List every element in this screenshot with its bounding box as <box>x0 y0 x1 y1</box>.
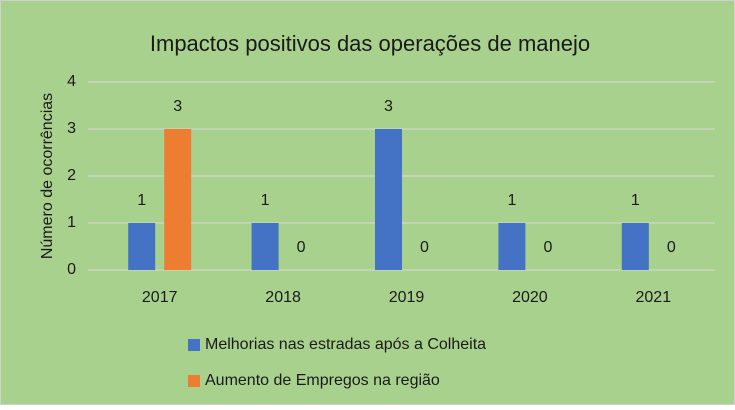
bar <box>251 223 279 270</box>
data-label: 0 <box>667 239 676 256</box>
bar <box>375 129 402 270</box>
legend-label: Melhorias nas estradas após a Colheita <box>205 336 486 353</box>
bar <box>128 223 156 270</box>
data-label: 1 <box>261 192 270 209</box>
y-tick-label: 0 <box>67 261 76 278</box>
x-tick-label: 2021 <box>636 289 672 306</box>
x-tick-label: 2017 <box>142 289 178 306</box>
bar <box>164 129 192 270</box>
bar <box>498 223 526 270</box>
y-tick-label: 2 <box>67 167 76 184</box>
legend-swatch <box>188 339 200 351</box>
y-tick-label: 3 <box>67 120 76 137</box>
data-label: 3 <box>384 98 393 115</box>
x-tick-label: 2019 <box>389 289 425 306</box>
data-label: 1 <box>137 192 146 209</box>
legend-label: Aumento de Empregos na região <box>205 372 440 389</box>
legend-swatch <box>188 375 200 387</box>
chart-title: Impactos positivos das operações de mane… <box>150 31 590 56</box>
x-tick-label: 2018 <box>265 289 301 306</box>
y-tick-label: 1 <box>67 214 76 231</box>
data-label: 0 <box>420 239 429 256</box>
bar <box>621 223 649 270</box>
data-label: 3 <box>173 98 182 115</box>
y-tick-label: 4 <box>67 73 76 90</box>
data-label: 1 <box>507 192 516 209</box>
data-label: 0 <box>297 239 306 256</box>
y-axis-label: Número de ocorrências <box>39 93 56 259</box>
data-label: 0 <box>543 239 552 256</box>
x-tick-label: 2020 <box>512 289 548 306</box>
data-label: 1 <box>631 192 640 209</box>
